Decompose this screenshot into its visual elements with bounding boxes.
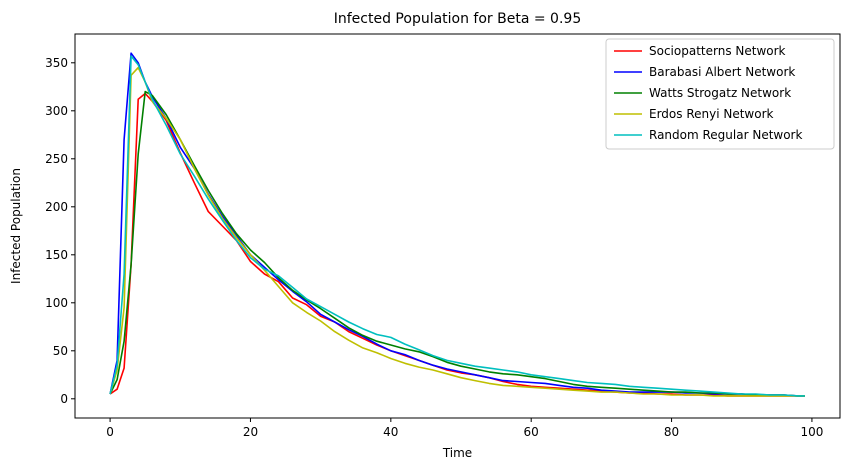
series-line-random-regular-network (109, 55, 805, 397)
x-axis-label: Time (442, 446, 472, 460)
chart-title: Infected Population for Beta = 0.95 (334, 11, 581, 27)
y-tick-label: 0 (60, 392, 68, 406)
series-line-erdos-renyi-network (109, 66, 805, 397)
x-tick-label: 0 (106, 425, 114, 439)
legend-label: Sociopatterns Network (649, 44, 786, 58)
x-axis-ticks: 0 20 40 60 80 100 (106, 418, 823, 439)
y-axis-label: Infected Population (9, 168, 23, 284)
legend-label: Watts Strogatz Network (649, 86, 791, 100)
legend-box (605, 38, 835, 150)
series-line-watts-strogatz-network (109, 90, 805, 397)
y-axis-ticks: 0 50 100 150 200 250 300 350 (45, 56, 75, 406)
y-tick-label: 350 (45, 56, 68, 70)
x-tick-label: 100 (800, 425, 823, 439)
x-tick-label: 80 (664, 425, 679, 439)
legend-label: Random Regular Network (649, 128, 802, 142)
y-tick-label: 250 (45, 152, 68, 166)
legend-label: Erdos Renyi Network (649, 107, 774, 121)
legend-label: Barabasi Albert Network (649, 65, 795, 79)
y-tick-label: 100 (45, 296, 68, 310)
x-tick-label: 60 (524, 425, 539, 439)
x-tick-label: 40 (383, 425, 398, 439)
plot-frame (74, 33, 841, 419)
y-tick-label: 200 (45, 200, 68, 214)
y-tick-label: 300 (45, 104, 68, 118)
series-lines (109, 52, 805, 397)
y-tick-label: 50 (53, 344, 68, 358)
x-tick-label: 20 (243, 425, 258, 439)
legend: Sociopatterns Network Barabasi Albert Net… (605, 38, 835, 150)
plot-area-border (74, 33, 841, 419)
y-tick-label: 150 (45, 248, 68, 262)
